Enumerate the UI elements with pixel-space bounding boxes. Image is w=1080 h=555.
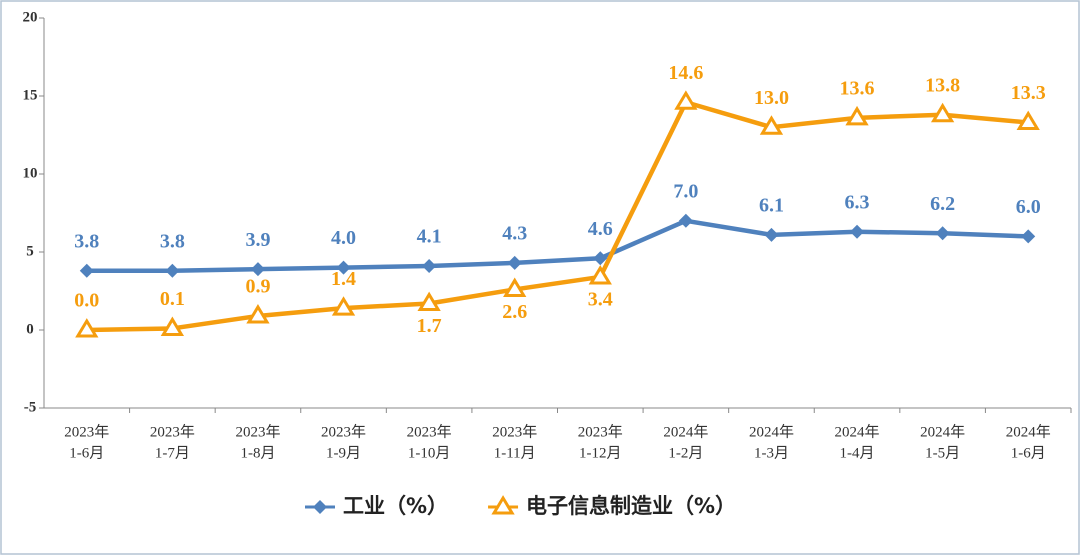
series-line	[86, 218, 1029, 273]
x-tick-label: 2024年	[749, 423, 794, 440]
data-label: 3.9	[245, 229, 270, 251]
x-tick-label: 1-9月	[326, 445, 361, 461]
data-label: 0.1	[160, 288, 185, 310]
legend-label: 工业（%）	[343, 494, 448, 518]
data-point	[930, 102, 955, 123]
y-tick-label: 0	[26, 321, 34, 337]
data-point	[165, 263, 180, 278]
x-tick-label: 2023年	[578, 423, 623, 440]
y-tick-label: -5	[24, 399, 37, 415]
x-tick-label: 2023年	[150, 423, 195, 440]
data-point	[1016, 110, 1040, 131]
data-point	[160, 316, 185, 336]
data-label: 3.8	[74, 230, 99, 252]
data-point	[246, 304, 270, 324]
x-tick-label: 2024年	[1006, 423, 1051, 440]
data-label: 1.4	[331, 268, 356, 290]
data-label: 6.1	[759, 194, 784, 216]
x-tick-label: 1-8月	[240, 445, 275, 461]
data-label: 14.6	[668, 62, 703, 84]
x-tick-label: 2023年	[407, 423, 452, 440]
x-tick-label: 1-4月	[840, 445, 875, 461]
x-tick-label: 1-12月	[579, 445, 622, 461]
data-point	[250, 262, 265, 277]
y-tick-label: 10	[23, 165, 38, 181]
x-tick-label: 2023年	[492, 423, 537, 440]
data-label: 13.8	[925, 74, 960, 96]
data-label: 3.8	[160, 230, 185, 252]
x-tick-label: 1-3月	[754, 445, 789, 461]
data-point	[491, 495, 515, 515]
data-point	[507, 255, 522, 270]
x-tick-label: 1-6月	[1011, 445, 1046, 461]
data-point	[331, 296, 356, 316]
data-point	[593, 251, 608, 266]
x-tick-label: 1-2月	[668, 445, 703, 461]
data-point	[674, 90, 698, 110]
data-point	[313, 500, 327, 514]
data-label: 6.0	[1016, 196, 1041, 218]
data-label: 3.4	[588, 289, 613, 311]
data-point	[850, 224, 865, 239]
x-tick-label: 2024年	[835, 423, 880, 440]
x-tick-label: 2023年	[235, 423, 280, 440]
data-point	[678, 213, 693, 228]
x-tick-label: 2023年	[321, 423, 366, 440]
data-label: 6.2	[930, 193, 955, 215]
legend-label: 电子信息制造业（%）	[526, 494, 736, 518]
y-tick-label: 20	[23, 9, 38, 25]
data-label: 4.1	[417, 226, 442, 248]
x-tick-label: 2024年	[920, 423, 965, 440]
data-label: 6.3	[845, 191, 870, 213]
data-label: 0.9	[245, 276, 270, 298]
data-point	[503, 277, 527, 297]
data-label: 1.7	[417, 315, 442, 337]
data-point	[759, 115, 784, 135]
data-point	[845, 105, 869, 126]
series-line	[86, 99, 1029, 333]
data-label: 13.0	[754, 87, 789, 109]
x-tick-label: 2024年	[663, 423, 708, 440]
data-point	[1021, 229, 1036, 244]
data-label: 0.0	[74, 290, 99, 312]
x-tick-label: 2023年	[64, 423, 109, 440]
data-point	[336, 260, 351, 275]
data-label: 4.3	[502, 223, 527, 245]
data-point	[588, 265, 612, 285]
x-tick-label: 1-6月	[69, 445, 104, 461]
data-label: 13.3	[1011, 82, 1046, 104]
x-tick-label: 1-11月	[494, 445, 536, 461]
data-point	[935, 226, 950, 241]
data-point	[422, 259, 437, 274]
x-tick-label: 1-5月	[925, 445, 960, 461]
y-tick-label: 5	[26, 243, 34, 259]
data-label: 4.6	[588, 218, 613, 240]
data-label: 13.6	[840, 77, 875, 99]
data-point	[764, 227, 779, 242]
data-label: 7.0	[673, 180, 698, 202]
data-label: 2.6	[502, 301, 527, 323]
data-label: 4.0	[331, 227, 356, 249]
x-tick-label: 1-10月	[408, 445, 451, 461]
y-tick-label: 15	[23, 87, 38, 103]
data-point	[79, 263, 94, 278]
data-point	[75, 318, 99, 338]
x-tick-label: 1-7月	[155, 445, 190, 461]
data-point	[417, 291, 441, 311]
